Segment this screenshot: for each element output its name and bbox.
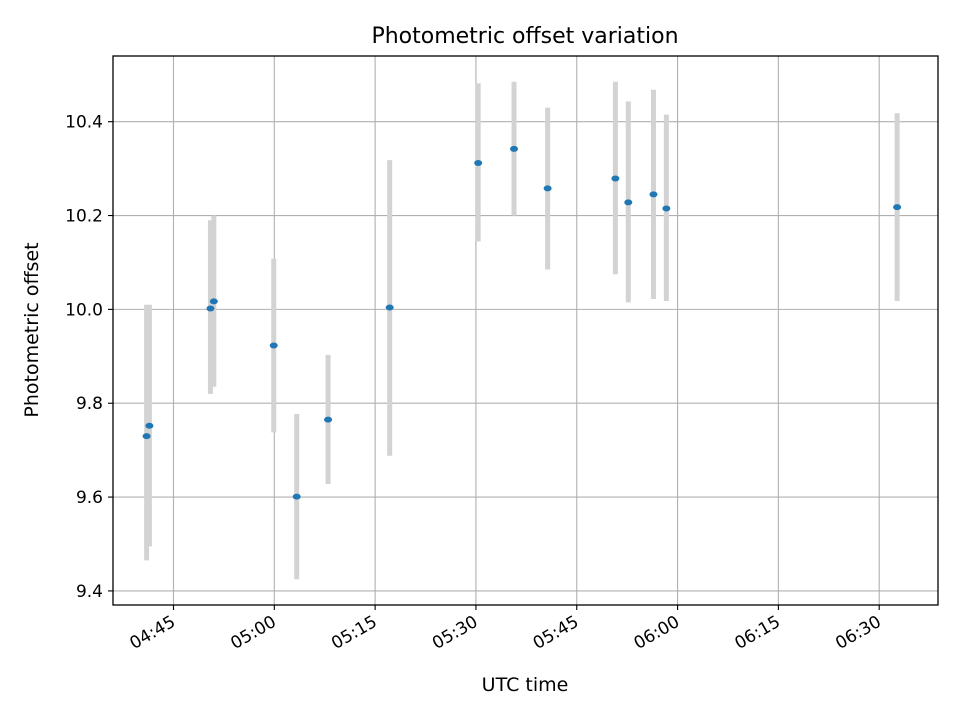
data-points (142, 145, 902, 500)
plot-frame (112, 55, 939, 606)
data-point (649, 191, 658, 198)
x-tick-label: 06:00 (631, 612, 683, 654)
data-point (662, 205, 671, 212)
data-point (292, 493, 301, 500)
y-tick-label: 9.4 (76, 582, 103, 602)
x-tick-label: 06:30 (832, 612, 884, 654)
data-point (324, 416, 333, 423)
y-tick-label: 9.8 (76, 394, 103, 414)
y-tick-label: 10.2 (65, 207, 103, 227)
data-point (474, 159, 483, 166)
x-tick-label: 05:00 (227, 612, 279, 654)
data-point (611, 175, 620, 182)
y-tick-label: 10.0 (65, 300, 103, 320)
data-point (206, 305, 215, 312)
y-axis-ticks: 9.4 9.6 9.8 10.0 10.2 10.4 (65, 113, 113, 602)
data-point (145, 422, 154, 429)
data-point (543, 185, 552, 192)
x-tick-label: 05:15 (328, 612, 380, 654)
data-point (269, 342, 278, 349)
x-tick-label: 05:30 (429, 612, 481, 654)
data-point (893, 204, 902, 211)
x-tick-label: 05:45 (530, 612, 582, 654)
y-axis-title: Photometric offset (21, 242, 43, 417)
x-tick-label: 06:15 (731, 612, 783, 654)
x-axis-title: UTC time (482, 674, 569, 696)
data-point (142, 433, 151, 440)
data-point (385, 304, 394, 311)
data-point (510, 145, 519, 152)
grid-lines (113, 56, 938, 605)
x-axis-ticks: 04:45 05:00 05:15 05:30 05:45 06:00 06:15 06:30 (127, 605, 885, 654)
y-tick-label: 9.6 (76, 488, 103, 508)
plot-background (113, 56, 938, 605)
data-point (209, 298, 218, 305)
x-tick-label: 04:45 (127, 612, 179, 654)
y-tick-label: 10.4 (65, 113, 103, 133)
chart-title: Photometric offset variation (371, 24, 678, 49)
data-point (624, 199, 633, 206)
